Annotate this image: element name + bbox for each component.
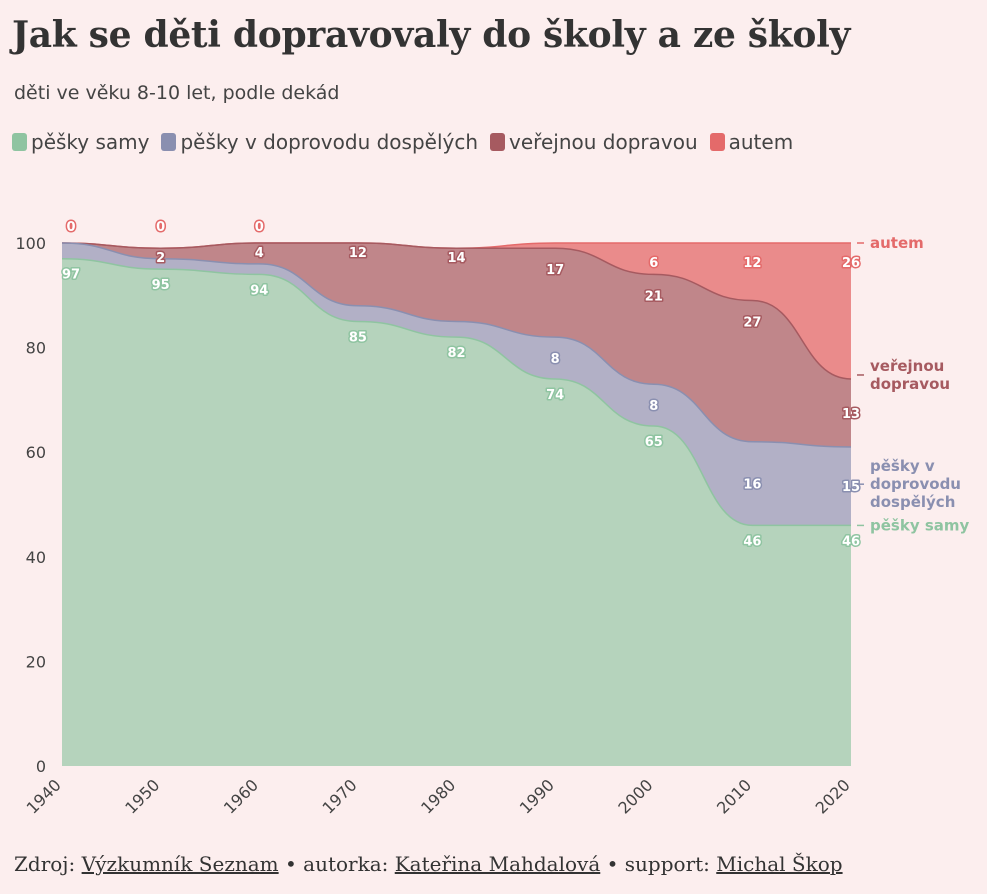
- y-tick-label: 60: [26, 443, 46, 462]
- x-tick-label: 1960: [220, 775, 262, 817]
- legend-swatch: [709, 133, 725, 151]
- data-label: 95: [152, 278, 170, 293]
- legend-swatch: [490, 133, 506, 151]
- data-label: 12: [743, 256, 761, 271]
- x-tick-label: 1990: [516, 775, 558, 817]
- data-label: 16: [743, 478, 761, 493]
- y-tick-label: 80: [26, 339, 46, 358]
- legend-label: pěšky v doprovodu dospělých: [180, 130, 479, 154]
- data-label: 94: [250, 283, 268, 298]
- data-label: 0: [156, 220, 165, 235]
- data-label: 15: [842, 480, 860, 495]
- x-tick-label: 2000: [614, 775, 656, 817]
- data-label: 8: [649, 399, 658, 414]
- data-label: 6: [649, 256, 658, 271]
- chart-title: Jak se děti dopravovaly do školy a ze šk…: [12, 14, 851, 56]
- data-label: 46: [842, 534, 860, 549]
- x-tick-label: 2010: [713, 775, 755, 817]
- x-tick-label: 1980: [417, 775, 459, 817]
- legend-label: veřejnou dopravou: [509, 130, 698, 154]
- x-tick-label: 1940: [23, 775, 65, 817]
- data-label: 14: [447, 251, 465, 266]
- series-end-label: pěšky v: [870, 457, 935, 475]
- x-axis: 1940 1950 1960 1970 1980 1990 2000 2010 2020: [23, 775, 854, 817]
- footer-sep: • autorka:: [278, 852, 395, 876]
- area-line-2: [61, 242, 852, 380]
- series-end-label: autem: [870, 234, 924, 252]
- data-label: 0: [66, 220, 75, 235]
- footer-sep: • support:: [600, 852, 717, 876]
- legend-swatch: [12, 133, 27, 151]
- author-link[interactable]: Kateřina Mahdalová: [394, 852, 601, 876]
- data-label: 8: [551, 352, 560, 367]
- data-labels: 97 95 94 85 82 74 65 46 46 8 8 16 15 2 4 12 14 17 21 27 13 0 0…: [60, 219, 861, 551]
- data-label: 97: [62, 268, 80, 283]
- series-end-label: dopravou: [870, 375, 950, 393]
- y-tick-label: 0: [36, 757, 46, 776]
- area-line-0: [61, 257, 851, 527]
- data-label: 4: [255, 246, 264, 261]
- area-2: [62, 243, 851, 447]
- legend-item-pesky-v-doprovodu[interactable]: pěšky v doprovodu dospělých: [161, 130, 478, 154]
- legend-item-pesky-samy[interactable]: pěšky samy: [12, 130, 149, 154]
- data-label: 13: [842, 407, 860, 422]
- legend-item-autem[interactable]: autem: [709, 130, 794, 154]
- data-label: 82: [447, 346, 465, 361]
- source-link[interactable]: Výzkumník Seznam: [81, 852, 279, 876]
- support-link[interactable]: Michal Škop: [716, 852, 843, 876]
- data-label: 26: [842, 256, 860, 271]
- area-3: [62, 243, 851, 379]
- data-label: 85: [349, 330, 367, 345]
- y-tick-label: 20: [26, 652, 46, 671]
- data-label: 46: [743, 534, 761, 549]
- y-tick-label: 100: [15, 234, 46, 253]
- x-tick-label: 1950: [121, 775, 163, 817]
- series-end-label: doprovodu: [870, 475, 961, 493]
- series-end-label: veřejnou: [870, 357, 944, 375]
- area-0: [62, 258, 851, 766]
- plot-areas: [61, 242, 852, 766]
- legend-label: autem: [728, 130, 794, 154]
- footer-prefix: Zdroj:: [14, 852, 82, 876]
- legend-swatch: [161, 133, 177, 151]
- series-end-label: dospělých: [870, 493, 955, 511]
- data-label: 65: [645, 435, 663, 450]
- y-tick-label: 40: [26, 548, 46, 567]
- x-tick-label: 1970: [318, 775, 360, 817]
- data-label: 2: [156, 251, 165, 266]
- data-label: 0: [255, 220, 264, 235]
- legend-item-verejnou-dopravou[interactable]: veřejnou dopravou: [490, 130, 698, 154]
- y-axis: 0 20 40 60 80 100: [15, 234, 46, 776]
- data-label: 17: [546, 263, 564, 278]
- footer: Zdroj: Výzkumník Seznam • autorka: Kateř…: [14, 852, 843, 876]
- x-tick-label: 2020: [812, 775, 854, 817]
- data-label: 12: [349, 246, 367, 261]
- area-line-1: [61, 242, 852, 448]
- legend: pěšky samy pěšky v doprovodu dospělých v…: [12, 130, 793, 154]
- chart-subtitle: děti ve věku 8-10 let, podle dekád: [14, 82, 340, 104]
- data-label: 21: [645, 289, 663, 304]
- data-label: 27: [743, 316, 761, 331]
- area-1: [62, 243, 851, 526]
- data-label: 74: [546, 388, 564, 403]
- series-end-label: pěšky samy: [870, 516, 969, 534]
- legend-label: pěšky samy: [31, 130, 150, 154]
